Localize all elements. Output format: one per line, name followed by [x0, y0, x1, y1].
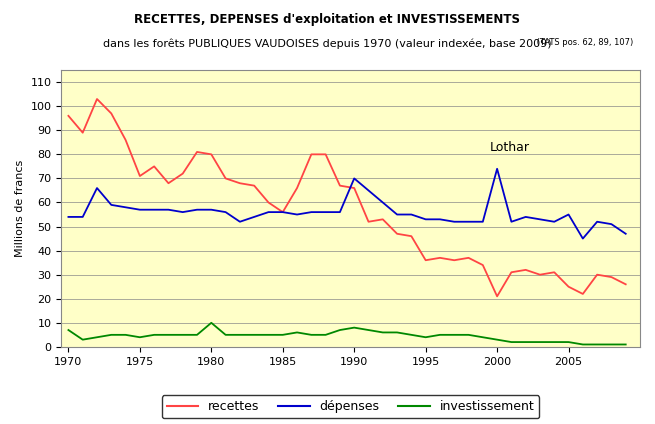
Text: (TATS pos. 62, 89, 107): (TATS pos. 62, 89, 107): [534, 38, 633, 47]
Text: dans les forêts PUBLIQUES VAUDOISES depuis 1970 (valeur indexée, base 2009): dans les forêts PUBLIQUES VAUDOISES depu…: [103, 38, 552, 49]
Y-axis label: Millions de francs: Millions de francs: [15, 160, 25, 257]
Text: Lothar: Lothar: [490, 141, 530, 154]
Text: RECETTES, DEPENSES d'exploitation et INVESTISSEMENTS: RECETTES, DEPENSES d'exploitation et INV…: [134, 13, 521, 26]
Legend: recettes, dépenses, investissement: recettes, dépenses, investissement: [162, 395, 539, 418]
